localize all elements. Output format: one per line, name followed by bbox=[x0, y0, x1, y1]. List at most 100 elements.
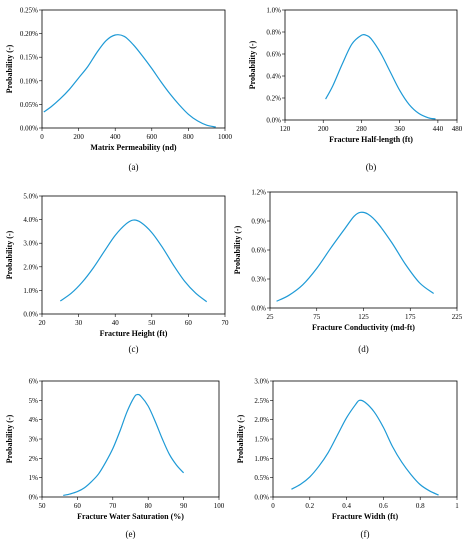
y-tick-label: 1.0% bbox=[254, 455, 269, 463]
y-tick-label: 0.3% bbox=[251, 276, 266, 284]
x-tick-label: 200 bbox=[318, 125, 329, 133]
y-tick-label: 0.15% bbox=[20, 54, 38, 62]
probability-curve bbox=[291, 399, 439, 496]
x-tick-label: 70 bbox=[222, 319, 230, 327]
y-tick-label: 6% bbox=[29, 378, 39, 386]
y-axis-label: Probability (-) bbox=[248, 40, 257, 89]
panel-label: (d) bbox=[358, 344, 369, 354]
x-tick-label: 25 bbox=[267, 313, 275, 321]
x-axis-label: Fracture Conductivity (md-ft) bbox=[312, 323, 415, 332]
y-tick-label: 4% bbox=[29, 416, 39, 424]
panel-label: (e) bbox=[126, 529, 136, 539]
x-tick-label: 175 bbox=[405, 313, 416, 321]
x-tick-label: 280 bbox=[356, 125, 367, 133]
y-tick-label: 0.2% bbox=[266, 95, 281, 103]
panel-label: (a) bbox=[129, 162, 139, 172]
panel-label: (c) bbox=[129, 344, 139, 354]
x-tick-label: 480 bbox=[452, 125, 463, 133]
y-tick-label: 3.0% bbox=[254, 378, 269, 386]
x-tick-label: 40 bbox=[112, 319, 120, 327]
x-tick-label: 0 bbox=[40, 133, 44, 141]
y-tick-label: 0.8% bbox=[266, 29, 281, 37]
plot-frame-1 bbox=[41, 9, 226, 129]
probability-curve bbox=[63, 393, 185, 497]
y-tick-label: 0.9% bbox=[251, 218, 266, 226]
x-tick-label: 0.8 bbox=[416, 502, 425, 510]
probability-curve bbox=[276, 211, 434, 302]
y-axis-label: Probability (-) bbox=[5, 230, 14, 279]
x-tick-label: 400 bbox=[110, 133, 121, 141]
y-tick-label: 0.6% bbox=[251, 247, 266, 255]
x-axis-label: Fracture Width (ft) bbox=[332, 512, 399, 521]
y-tick-label: 5.0% bbox=[23, 193, 38, 201]
panel-label: (f) bbox=[361, 529, 370, 539]
y-tick-label: 2.0% bbox=[254, 416, 269, 424]
y-tick-label: 0.4% bbox=[266, 73, 281, 81]
probability-curve bbox=[59, 219, 208, 303]
y-axis-label: Probability (-) bbox=[5, 414, 14, 463]
x-tick-label: 90 bbox=[180, 502, 188, 510]
x-tick-label: 80 bbox=[145, 502, 153, 510]
plot-frame-2 bbox=[284, 9, 458, 121]
x-tick-label: 70 bbox=[109, 502, 117, 510]
y-tick-label: 1% bbox=[29, 474, 39, 482]
x-tick-label: 1000 bbox=[218, 133, 233, 141]
y-tick-label: 0.0% bbox=[23, 311, 38, 319]
y-tick-label: 0.00% bbox=[20, 125, 38, 133]
plot-frame-3 bbox=[41, 195, 226, 315]
x-tick-label: 50 bbox=[39, 502, 47, 510]
y-axis-label: Probability (-) bbox=[5, 44, 14, 93]
x-axis-label: Fracture Half-length (ft) bbox=[329, 135, 413, 144]
y-tick-label: 5% bbox=[29, 397, 39, 405]
y-tick-label: 2% bbox=[29, 455, 39, 463]
x-tick-label: 600 bbox=[147, 133, 158, 141]
y-tick-label: 0.0% bbox=[266, 117, 281, 125]
x-tick-label: 50 bbox=[148, 319, 156, 327]
y-tick-label: 2.0% bbox=[23, 263, 38, 271]
x-tick-label: 360 bbox=[394, 125, 405, 133]
y-tick-label: 3% bbox=[29, 436, 39, 444]
x-tick-label: 200 bbox=[73, 133, 84, 141]
x-tick-label: 30 bbox=[75, 319, 83, 327]
x-tick-label: 100 bbox=[214, 502, 225, 510]
y-tick-label: 0.6% bbox=[266, 51, 281, 59]
y-tick-label: 0.20% bbox=[20, 30, 38, 38]
y-tick-label: 0% bbox=[29, 494, 39, 502]
plot-frame-5 bbox=[41, 380, 220, 498]
x-axis-label: Fracture Height (ft) bbox=[100, 329, 168, 338]
y-tick-label: 1.2% bbox=[251, 189, 266, 197]
x-tick-label: 60 bbox=[74, 502, 82, 510]
y-axis-label: Probability (-) bbox=[236, 414, 245, 463]
y-tick-label: 0.25% bbox=[20, 7, 38, 15]
y-axis-label: Probability (-) bbox=[233, 225, 242, 274]
y-tick-label: 0.0% bbox=[254, 494, 269, 502]
panel-label: (b) bbox=[366, 162, 377, 172]
probability-curve bbox=[325, 33, 436, 120]
x-tick-label: 800 bbox=[183, 133, 194, 141]
x-tick-label: 60 bbox=[185, 319, 193, 327]
x-tick-label: 1 bbox=[455, 502, 459, 510]
probability-curve bbox=[43, 34, 216, 128]
x-tick-label: 440 bbox=[433, 125, 444, 133]
y-tick-label: 0.10% bbox=[20, 77, 38, 85]
y-tick-label: 4.0% bbox=[23, 216, 38, 224]
y-tick-label: 3.0% bbox=[23, 240, 38, 248]
plot-frame-6 bbox=[272, 380, 458, 498]
y-tick-label: 0.05% bbox=[20, 101, 38, 109]
y-tick-label: 0.5% bbox=[254, 474, 269, 482]
x-tick-label: 0.2 bbox=[305, 502, 314, 510]
y-tick-label: 0.0% bbox=[251, 305, 266, 313]
x-tick-label: 0 bbox=[271, 502, 275, 510]
x-axis-label: Matrix Permeability (nd) bbox=[90, 143, 177, 152]
y-tick-label: 1.5% bbox=[254, 436, 269, 444]
y-tick-label: 1.0% bbox=[23, 287, 38, 295]
x-tick-label: 20 bbox=[39, 319, 47, 327]
x-tick-label: 0.6 bbox=[379, 502, 388, 510]
x-tick-label: 125 bbox=[358, 313, 369, 321]
y-tick-label: 1.0% bbox=[266, 7, 281, 15]
x-axis-label: Fracture Water Saturation (%) bbox=[77, 512, 184, 521]
x-tick-label: 225 bbox=[452, 313, 463, 321]
x-tick-label: 75 bbox=[313, 313, 321, 321]
x-tick-label: 120 bbox=[280, 125, 291, 133]
